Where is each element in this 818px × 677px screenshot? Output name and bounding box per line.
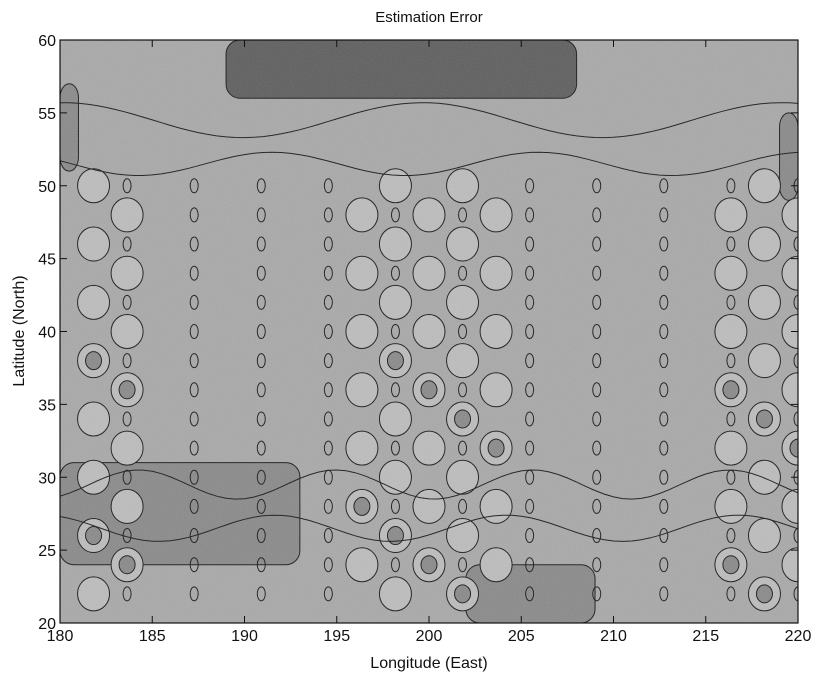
y-axis-label: Latitude (North) [11,275,28,386]
x-tick-label: 185 [139,628,166,645]
plot-area [60,40,798,623]
x-tick-label: 200 [416,628,443,645]
y-tick-label: 60 [38,33,56,50]
x-tick-label: 195 [323,628,350,645]
x-tick-label: 180 [47,628,74,645]
x-tick-label: 220 [785,628,812,645]
y-tick-label: 40 [38,325,56,342]
x-tick-label: 210 [600,628,627,645]
y-tick-label: 30 [38,470,56,487]
x-tick-label: 215 [692,628,719,645]
y-tick-label: 55 [38,106,56,123]
y-tick-label: 50 [38,179,56,196]
speckle-texture [60,40,798,623]
x-tick-label: 205 [508,628,535,645]
x-axis: 180 185 190 195 200 205 210 215 220 [47,40,812,645]
y-tick-label: 45 [38,252,56,269]
y-tick-label: 20 [38,616,56,633]
y-axis: 20 25 30 35 40 45 50 55 60 [38,33,798,633]
chart-title: Estimation Error [375,9,483,26]
y-tick-label: 35 [38,397,56,414]
x-tick-label: 190 [231,628,258,645]
y-tick-label: 25 [38,543,56,560]
x-axis-label: Longitude (East) [370,655,487,672]
